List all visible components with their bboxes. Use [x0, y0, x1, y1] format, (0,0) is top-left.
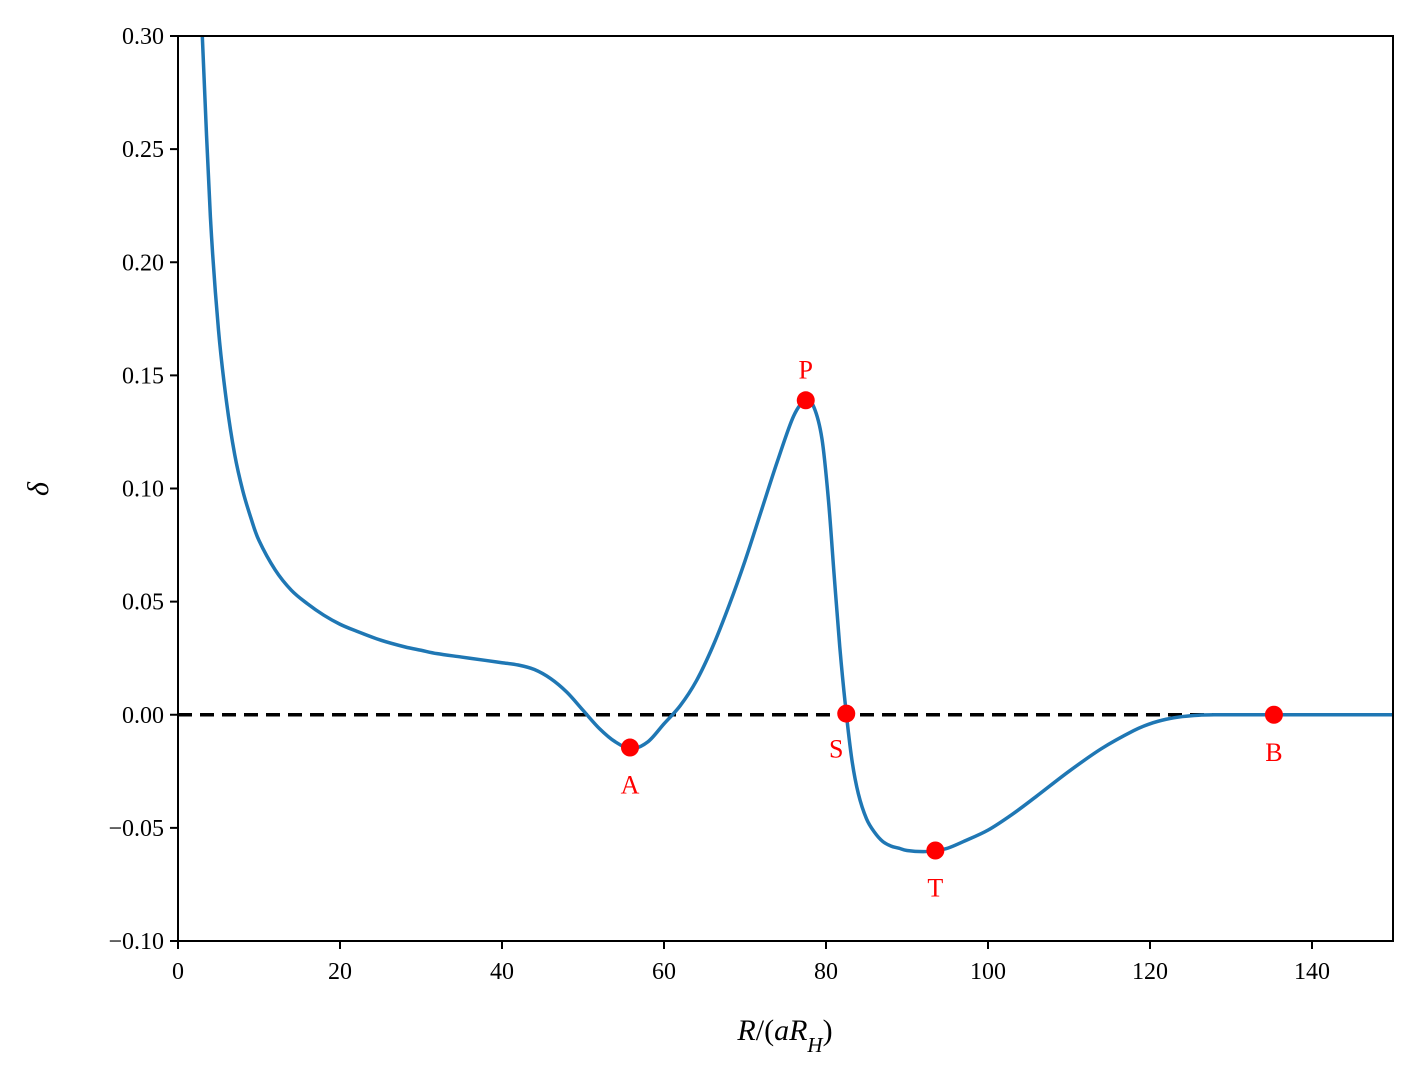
x-tick-label: 0: [172, 959, 184, 985]
marker-label-p: P: [799, 355, 813, 384]
marker-label-s: S: [829, 735, 843, 764]
x-tick-label: 80: [814, 959, 838, 985]
curve-layer: [200, 36, 1393, 854]
y-tick-label: 0.25: [122, 137, 164, 163]
marker-label-t: T: [927, 874, 943, 903]
marker-label-b: B: [1265, 738, 1282, 767]
x-tick-label: 60: [652, 959, 676, 985]
marker-point-t: [926, 841, 945, 860]
y-tick-label: 0.15: [122, 363, 164, 389]
plot-frame: [177, 35, 1394, 942]
delta-curve: [200, 36, 1393, 854]
x-tick-label: 40: [490, 959, 514, 985]
marker-point-s: [837, 704, 856, 723]
y-tick-label: −0.05: [108, 816, 164, 842]
marker-point-a: [620, 738, 639, 757]
x-axis-ticks: 0 20 40 60 80 100 120 140: [172, 941, 1330, 985]
y-tick-label: 0.20: [122, 250, 164, 276]
y-axis-label: δ: [22, 481, 55, 496]
y-tick-label: 0.05: [122, 590, 164, 616]
x-tick-label: 100: [970, 959, 1006, 985]
marker-label-a: A: [621, 771, 640, 800]
x-axis-label: R/(aRH): [736, 1014, 832, 1057]
y-tick-label: 0.10: [122, 477, 164, 503]
y-tick-label: 0.00: [122, 703, 164, 729]
y-axis-ticks: −0.10 −0.05 0.00 0.05 0.10 0.15 0.20 0.25 0.30: [108, 24, 178, 955]
y-tick-label: 0.30: [122, 24, 164, 50]
marker-point-p: [796, 391, 815, 410]
x-tick-label: 140: [1294, 959, 1330, 985]
marker-point-b: [1264, 705, 1283, 724]
x-tick-label: 120: [1132, 959, 1168, 985]
y-tick-label: −0.10: [108, 929, 164, 955]
x-tick-label: 20: [328, 959, 352, 985]
points-layer: A P S T B: [620, 355, 1283, 903]
